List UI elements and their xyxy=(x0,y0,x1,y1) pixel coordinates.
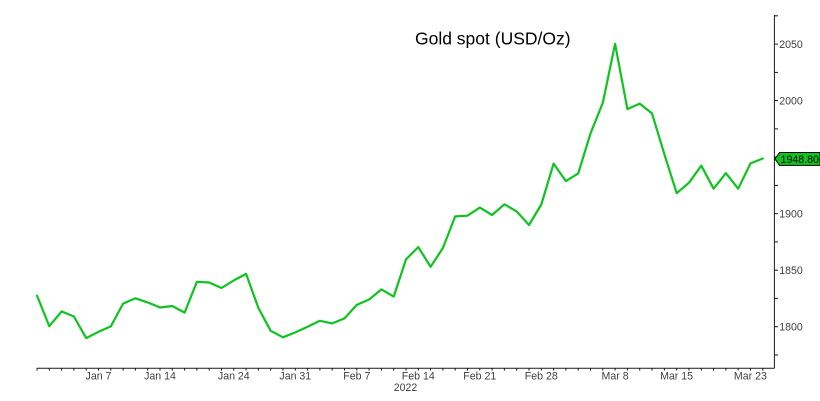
svg-text:2022: 2022 xyxy=(394,382,418,394)
svg-text:Jan 14: Jan 14 xyxy=(144,370,176,382)
svg-text:Feb 28: Feb 28 xyxy=(525,370,558,382)
svg-text:Feb 14: Feb 14 xyxy=(402,370,435,382)
svg-text:Mar 15: Mar 15 xyxy=(660,370,693,382)
svg-text:Feb 21: Feb 21 xyxy=(463,370,496,382)
svg-text:1800: 1800 xyxy=(779,322,803,334)
svg-text:2050: 2050 xyxy=(779,39,803,51)
svg-text:2000: 2000 xyxy=(779,96,803,108)
svg-text:1948.80: 1948.80 xyxy=(781,154,819,166)
svg-text:Mar 8: Mar 8 xyxy=(602,370,629,382)
svg-text:Feb 7: Feb 7 xyxy=(343,370,370,382)
svg-text:Gold spot (USD/Oz): Gold spot (USD/Oz) xyxy=(415,28,571,48)
svg-text:1900: 1900 xyxy=(779,209,803,221)
svg-text:1850: 1850 xyxy=(779,265,803,277)
svg-text:Jan 7: Jan 7 xyxy=(86,370,112,382)
svg-text:Jan 24: Jan 24 xyxy=(218,370,250,382)
svg-text:Mar 23: Mar 23 xyxy=(734,370,767,382)
svg-text:Jan 31: Jan 31 xyxy=(279,370,311,382)
